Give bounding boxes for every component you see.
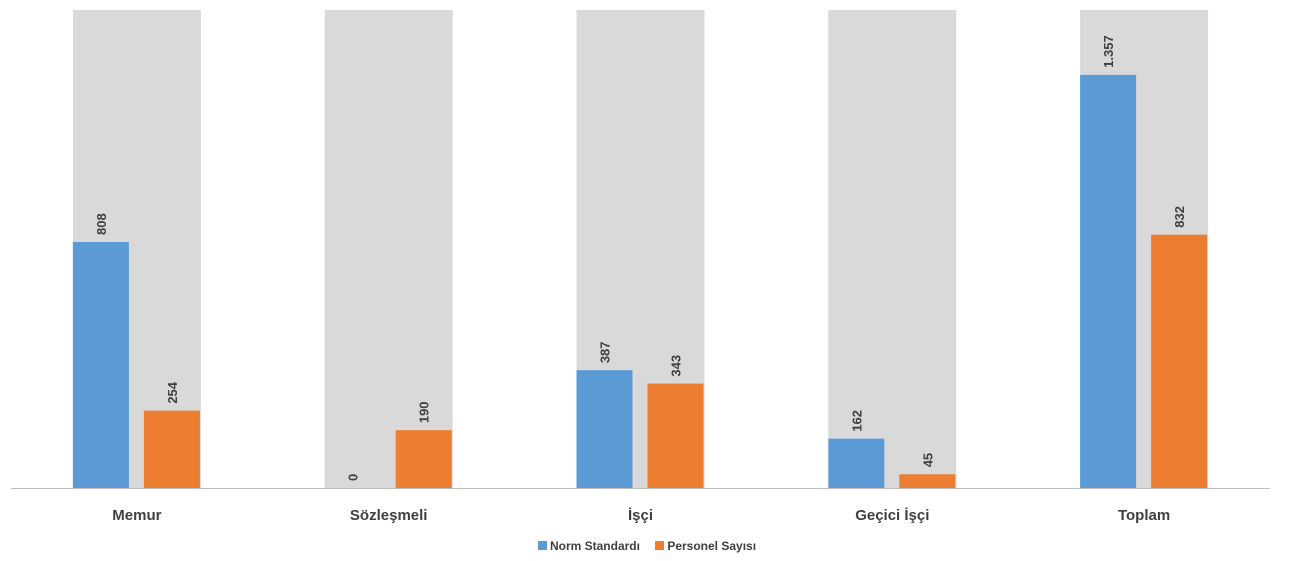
legend-swatch-norm-standardi [537,541,547,550]
data-label-norm-standardi-sozlesmeli: 0 [346,474,361,481]
legend: Norm Standardı Personel Sayısı [0,539,1294,553]
bar-norm-standardi-toplam [1080,74,1137,489]
data-label-norm-standardi-gecici-isci: 162 [849,410,864,432]
data-label-personel-sayisi-toplam: 832 [1172,206,1187,228]
x-tick-label-gecici-isci: Geçici İşçi [855,507,929,524]
data-label-personel-sayisi-sozlesmeli: 190 [417,401,432,423]
data-label-personel-sayisi-memur: 254 [165,381,180,403]
x-tick-label-sozlesmeli: Sözleşmeli [350,507,428,524]
x-tick-label-memur: Memur [112,507,161,524]
bar-personel-sayisi-gecici-isci [899,474,956,488]
bar-norm-standardi-isci [576,370,633,488]
legend-swatch-personel-sayisi [655,541,665,550]
bar-norm-standardi-gecici-isci [828,438,885,488]
legend-label-personel-sayisi: Personel Sayısı [667,539,757,553]
bar-personel-sayisi-memur [143,410,200,488]
data-label-norm-standardi-toplam: 1.357 [1101,35,1116,68]
legend-item-norm-standardi: Norm Standardı [537,539,640,553]
x-tick-label-toplam: Toplam [1118,507,1170,524]
data-label-personel-sayisi-isci: 343 [669,355,684,377]
data-label-norm-standardi-memur: 808 [94,213,109,235]
category-background-sozlesmeli [324,10,453,488]
data-label-norm-standardi-isci: 387 [598,341,613,363]
bar-personel-sayisi-sozlesmeli [395,430,452,488]
bar-personel-sayisi-toplam [1151,234,1208,488]
bar-norm-standardi-memur [72,241,129,488]
bar-personel-sayisi-isci [647,383,704,488]
legend-label-norm-standardi: Norm Standardı [549,539,640,553]
data-label-personel-sayisi-gecici-isci: 45 [920,453,935,467]
x-tick-label-isci: İşçi [628,507,653,524]
legend-item-personel-sayisi: Personel Sayısı [655,539,756,553]
category-background-gecici-isci [828,10,957,488]
